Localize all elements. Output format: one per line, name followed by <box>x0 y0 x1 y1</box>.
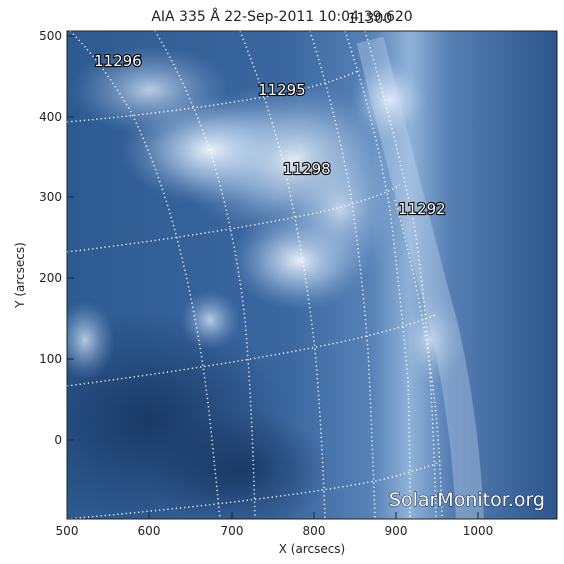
y-tick-label: 500 <box>39 29 62 43</box>
solarmonitor-watermark: SolarMonitor.org <box>389 489 545 511</box>
y-tick-label: 0 <box>54 433 62 447</box>
tick-marks <box>66 35 479 519</box>
aia-image-panel <box>67 31 557 519</box>
x-tick-label: 600 <box>138 524 161 538</box>
y-tick-label: 400 <box>39 110 62 124</box>
y-tick-label: 200 <box>39 271 62 285</box>
active-region-label: 11292 <box>398 200 446 218</box>
heliographic-grid <box>67 31 443 519</box>
x-tick-label: 500 <box>56 524 79 538</box>
x-axis-label: X (arcsecs) <box>279 542 346 556</box>
x-tick-label: 700 <box>221 524 244 538</box>
plot-frame <box>66 30 558 520</box>
active-region-label: 11296 <box>94 52 142 70</box>
active-region-label: 11295 <box>258 81 306 99</box>
x-tick-label: 900 <box>385 524 408 538</box>
plot-title: AIA 335 Å 22-Sep-2011 10:04:39.620 <box>151 8 412 25</box>
y-tick-label: 100 <box>39 352 62 366</box>
y-tick-label: 300 <box>39 190 62 204</box>
x-tick-label: 1000 <box>463 524 494 538</box>
title-overlap-region-label: 11300 <box>348 11 393 27</box>
active-region-label: 11298 <box>283 160 331 178</box>
x-tick-label: 800 <box>303 524 326 538</box>
y-axis-label: Y (arcsecs) <box>13 242 27 309</box>
